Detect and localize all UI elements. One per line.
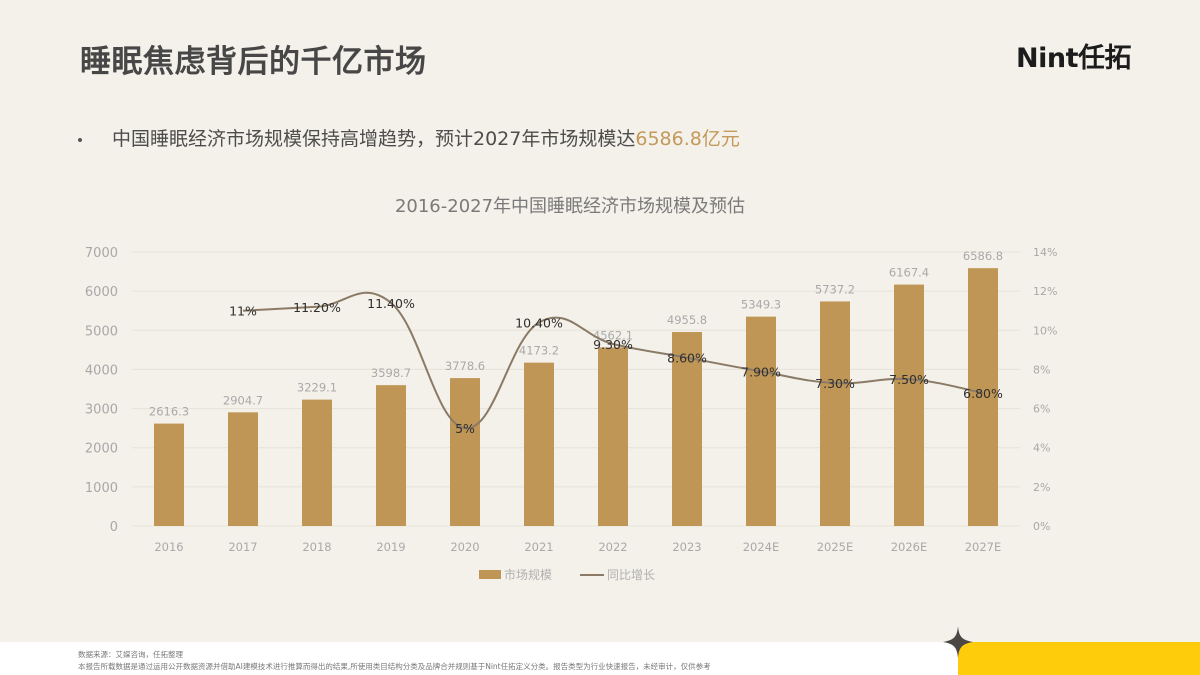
accent-block — [958, 642, 1200, 675]
x-tick: 2020 — [450, 540, 479, 554]
bar — [376, 385, 406, 526]
bar — [746, 316, 776, 526]
bullet-icon — [78, 137, 82, 142]
line-value-label: 11.20% — [293, 300, 341, 315]
y-right-tick: 10% — [1033, 324, 1057, 337]
legend-line-label: 同比增长 — [607, 568, 655, 582]
bar — [672, 332, 702, 526]
data-source: 数据来源：艾媒咨询，任拓整理 — [78, 650, 183, 659]
bar — [820, 301, 850, 526]
bar — [302, 399, 332, 526]
line-value-label: 9.30% — [593, 337, 633, 352]
key-finding-highlight: 6586.8亿元 — [635, 128, 740, 150]
bar-value-label: 4562.1 — [593, 328, 633, 342]
line-value-label: 7.90% — [741, 364, 781, 379]
bar-value-label: 3229.1 — [297, 381, 337, 395]
y-left-tick: 3000 — [85, 403, 118, 418]
bar — [598, 347, 628, 526]
legend-bar-swatch — [479, 570, 501, 579]
bar — [968, 268, 998, 526]
bar — [450, 378, 480, 526]
combo-chart: 0 1000 2000 3000 4000 5000 6000 7000 0% 2% 4% 6% 8% 1… — [85, 246, 1058, 582]
x-tick: 2027E — [965, 540, 1002, 554]
y-left-tick: 7000 — [85, 246, 118, 261]
y-right-tick: 0% — [1033, 520, 1050, 533]
line-value-label: 7.50% — [889, 372, 929, 387]
y-right-tick: 2% — [1033, 481, 1050, 494]
x-tick: 2022 — [598, 540, 627, 554]
x-tick: 2025E — [817, 540, 854, 554]
y-left-tick: 6000 — [85, 285, 118, 300]
footer: 数据来源：艾媒咨询，任拓整理 本报告所载数据是通过运用公开数据资源并借助AI建模… — [0, 642, 958, 675]
bar-value-label: 3598.7 — [371, 366, 411, 380]
line-value-label: 6.80% — [963, 386, 1003, 401]
bar-value-label: 6167.4 — [889, 266, 929, 280]
bar — [524, 362, 554, 526]
bar-value-label: 5737.2 — [815, 282, 855, 296]
nint-logo: Nint任拓 — [1016, 43, 1131, 74]
page-title: 睡眠焦虑背后的千亿市场 — [80, 44, 427, 80]
bar-value-label: 6586.8 — [963, 249, 1003, 263]
line-value-label: 11.40% — [367, 296, 415, 311]
x-tick: 2018 — [302, 540, 331, 554]
line-value-label: 8.60% — [667, 351, 707, 366]
bar — [154, 423, 184, 526]
bar-value-label: 2904.7 — [223, 393, 263, 407]
line-value-label: 7.30% — [815, 376, 855, 391]
x-tick: 2023 — [672, 540, 701, 554]
y-right-tick: 12% — [1033, 285, 1057, 298]
y-left-tick: 0 — [110, 520, 118, 535]
legend-bar-label: 市场规模 — [504, 567, 552, 582]
growth-line — [242, 291, 984, 430]
disclaimer: 本报告所载数据是通过运用公开数据资源并借助AI建模技术进行推算而得出的结果,所使… — [78, 662, 711, 671]
y-left-tick: 2000 — [85, 442, 118, 457]
y-left-tick: 5000 — [85, 324, 118, 339]
x-tick: 2021 — [524, 540, 553, 554]
x-tick: 2026E — [891, 540, 928, 554]
bar — [894, 284, 924, 526]
y-right-tick: 14% — [1033, 246, 1057, 259]
x-tick: 2017 — [228, 540, 257, 554]
bar — [228, 412, 258, 526]
x-tick: 2019 — [376, 540, 405, 554]
chart-title: 2016-2027年中国睡眠经济市场规模及预估 — [394, 196, 746, 217]
bar-value-label: 5349.3 — [741, 298, 781, 312]
bar-value-label: 4955.8 — [667, 313, 707, 327]
bar-value-label: 3778.6 — [445, 359, 485, 373]
y-right-tick: 6% — [1033, 403, 1050, 416]
x-tick: 2024E — [743, 540, 780, 554]
y-right-tick: 8% — [1033, 363, 1050, 376]
x-tick: 2016 — [154, 540, 183, 554]
y-right-tick: 4% — [1033, 442, 1050, 455]
key-finding-text: 中国睡眠经济市场规模保持高增趋势，预计2027年市场规模达 — [112, 128, 636, 150]
y-left-tick: 4000 — [85, 363, 118, 378]
line-value-label: 11% — [229, 304, 257, 319]
line-value-label: 5% — [455, 421, 475, 436]
y-left-tick: 1000 — [85, 481, 118, 496]
sparkle-icon — [943, 626, 973, 658]
bar-value-label: 4173.2 — [519, 344, 559, 358]
bar-value-label: 2616.3 — [149, 405, 189, 419]
line-value-label: 10.40% — [515, 315, 563, 330]
key-finding: 中国睡眠经济市场规模保持高增趋势，预计2027年市场规模达 6586.8亿元 — [78, 124, 740, 151]
